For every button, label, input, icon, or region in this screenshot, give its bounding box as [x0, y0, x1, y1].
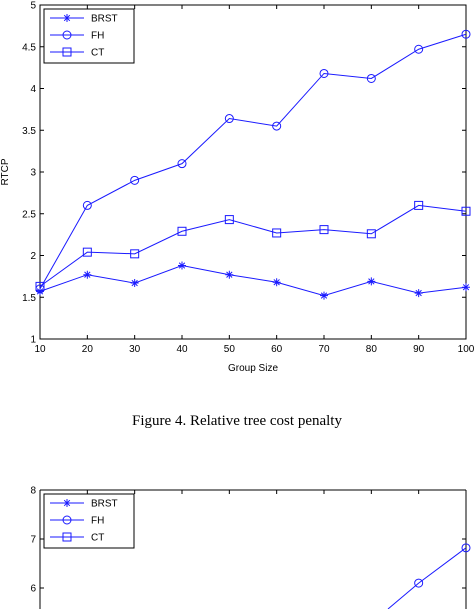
- point-ct: [461, 206, 471, 216]
- point-brst: [367, 277, 376, 286]
- x-tick-label: 40: [176, 344, 188, 355]
- point-brst: [36, 287, 44, 296]
- y-tick-label: 7: [30, 535, 36, 546]
- legend-box: [43, 493, 135, 549]
- point-ct: [414, 200, 424, 210]
- point-fh: [272, 121, 282, 131]
- legend-label-fh: FH: [91, 516, 104, 527]
- x-tick-label: 10: [34, 344, 46, 355]
- x-tick-label: 70: [318, 344, 330, 355]
- point-fh: [130, 175, 140, 185]
- x-tick-label: 90: [413, 344, 425, 355]
- point-ct: [177, 226, 187, 236]
- x-tick-label: 100: [458, 344, 474, 355]
- point-fh: [177, 159, 187, 169]
- legend-marker-ct: [62, 47, 72, 57]
- y-tick-label: 3: [30, 168, 36, 179]
- point-brst: [462, 283, 470, 292]
- series-line-brst: [39, 265, 467, 297]
- point-brst: [83, 270, 92, 279]
- point-ct: [272, 228, 282, 238]
- legend-label-brst: BRST: [91, 14, 118, 25]
- chart-second-partial: 6 7 8 BRST FH CT: [30, 486, 471, 609]
- legend-marker-fh: [62, 30, 72, 40]
- y-tick-label: 2: [30, 251, 36, 262]
- point-fh: [414, 578, 424, 588]
- legend-marker-fh: [62, 515, 72, 525]
- y-tick-label: 5: [30, 1, 36, 12]
- point-ct: [82, 247, 92, 257]
- x-tick-label: 30: [129, 344, 141, 355]
- x-tick-label: 50: [224, 344, 236, 355]
- legend-marker-ct: [62, 532, 72, 542]
- x-tick-label: 80: [366, 344, 378, 355]
- series-line-fh: [39, 33, 467, 290]
- legend-label-ct: CT: [91, 48, 104, 59]
- series-line-ct: [39, 204, 467, 287]
- point-fh: [224, 114, 234, 124]
- point-fh: [319, 68, 329, 78]
- y-tick-label: 3.5: [22, 126, 36, 137]
- y-tick-label: 1: [30, 335, 36, 346]
- x-tick-label: 60: [271, 344, 283, 355]
- point-fh: [461, 543, 471, 553]
- point-ct: [35, 281, 45, 291]
- point-brst: [320, 291, 328, 300]
- point-fh: [366, 73, 376, 83]
- y-tick-label: 2.5: [22, 209, 36, 220]
- legend-label-ct: CT: [91, 533, 104, 544]
- x-tick-label: 20: [82, 344, 94, 355]
- point-fh: [461, 29, 471, 39]
- series-line-fh: [387, 547, 467, 609]
- point-fh: [414, 44, 424, 54]
- legend-marker-brst: [63, 14, 71, 22]
- point-ct: [366, 229, 376, 239]
- point-brst: [130, 279, 139, 288]
- y-tick-label: 4.5: [22, 42, 36, 53]
- legend-label-brst: BRST: [91, 499, 118, 510]
- legend-label-fh: FH: [91, 31, 104, 42]
- y-axis-label: RTCP: [0, 158, 11, 185]
- y-tick-label: 1.5: [22, 293, 36, 304]
- x-axis-label: Group Size: [228, 363, 278, 374]
- point-brst: [225, 270, 234, 279]
- y-tick-label: 6: [30, 584, 36, 595]
- figure-caption: Figure 4. Relative tree cost penalty: [132, 413, 342, 429]
- point-brst: [414, 289, 423, 298]
- y-tick-label: 4: [30, 84, 36, 95]
- point-ct: [130, 249, 140, 259]
- point-brst: [178, 261, 186, 270]
- point-brst: [272, 278, 281, 287]
- y-tick-label: 8: [30, 486, 36, 497]
- legend-box: [43, 8, 135, 64]
- point-ct: [319, 225, 329, 235]
- chart-rtcp-vs-group-size: 10 20 30 40 50 60 70 80 90 100 1 1.5 2 2.5 3 3.5 4 4.5 5 Gr…: [0, 1, 474, 375]
- legend-marker-brst: [63, 499, 71, 507]
- point-fh: [82, 200, 92, 210]
- point-ct: [224, 215, 234, 225]
